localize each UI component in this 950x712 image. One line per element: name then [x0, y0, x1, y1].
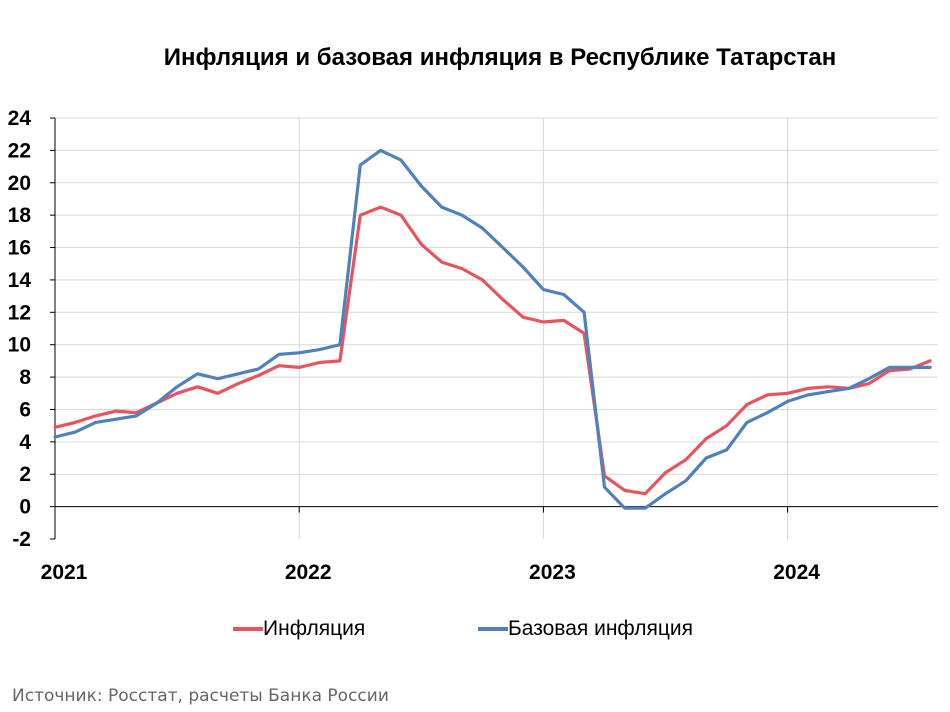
x-tick-labels: 2021 2022 2023 2024	[41, 561, 821, 584]
series-lines	[53, 148, 932, 510]
y-tick-label: 16	[8, 237, 31, 260]
y-tick-label: 8	[19, 366, 31, 389]
y-tick-label: 2	[19, 463, 31, 486]
y-tick-label: 0	[19, 496, 31, 519]
x-tick-label: 2021	[41, 561, 88, 584]
legend-label-inflation: Инфляция	[263, 617, 366, 640]
gridlines	[55, 117, 938, 539]
source-note: Источник: Росстат, расчеты Банка России	[12, 686, 389, 706]
x-tick-label: 2023	[529, 561, 576, 584]
y-tick-label: 14	[8, 269, 32, 292]
legend: Инфляция Базовая инфляция	[0, 617, 950, 645]
y-tick-label: 20	[8, 172, 31, 195]
legend-swatch-inflation	[233, 627, 263, 631]
y-tick-label: -2	[12, 528, 31, 551]
y-tick-label: 10	[8, 334, 31, 357]
y-tick-label: 24	[8, 107, 32, 130]
series-line-core-inflation	[53, 148, 932, 510]
x-tick-label: 2024	[773, 561, 820, 584]
y-tick-label: 22	[8, 139, 31, 162]
legend-label-core: Базовая инфляция	[508, 617, 694, 640]
legend-swatch-core	[478, 627, 508, 631]
x-tick-label: 2022	[285, 561, 332, 584]
legend-item-core: Базовая инфляция	[478, 617, 693, 641]
y-tick-label: 12	[8, 301, 31, 324]
y-tick-label: 18	[8, 204, 32, 227]
y-tick-label: 4	[19, 431, 31, 454]
chart-title: Инфляция и базовая инфляция в Республике…	[163, 44, 837, 71]
legend-item-inflation: Инфляция	[233, 617, 365, 641]
axes	[50, 117, 938, 540]
y-tick-label: 6	[19, 398, 31, 421]
series-line-inflation	[53, 205, 932, 496]
